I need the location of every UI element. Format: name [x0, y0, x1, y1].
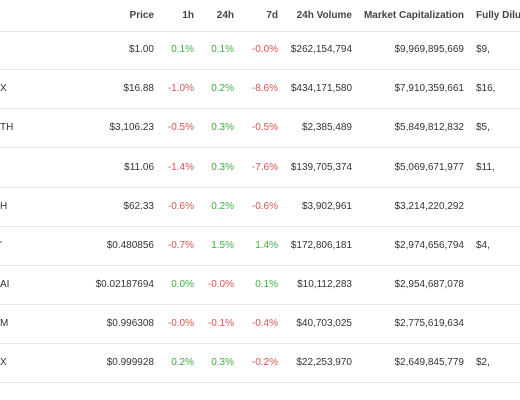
header-market-cap[interactable]: Market Capitalization: [363, 10, 464, 21]
change-7d-cell: -0.2%: [251, 357, 278, 368]
price-cell: $11.06: [124, 162, 154, 173]
coin-name[interactable]: X: [0, 357, 7, 368]
change-1h-cell: -0.5%: [167, 122, 194, 133]
change-7d-cell: -0.5%: [251, 122, 278, 133]
price-cell: $3,106.23: [109, 122, 155, 133]
change-24h-cell: 0.2%: [211, 83, 234, 94]
change-1h-cell: -1.4%: [167, 162, 194, 173]
market-cap-cell: $9,969,895,669: [394, 44, 464, 55]
volume-cell: $172,806,181: [290, 240, 352, 251]
coin-name[interactable]: ': [0, 240, 2, 251]
change-7d-cell: -0.6%: [251, 201, 278, 212]
price-cell: $1.00: [128, 44, 154, 55]
volume-cell: $2,385,489: [301, 122, 352, 133]
change-7d-cell: 0.1%: [255, 279, 278, 290]
change-7d-cell: -0.0%: [251, 44, 278, 55]
volume-cell: $139,705,374: [290, 162, 352, 173]
volume-cell: $434,171,580: [290, 83, 352, 94]
fully-diluted-cell: $4,: [476, 240, 490, 251]
market-cap-cell: $2,974,656,794: [394, 240, 464, 251]
change-7d-cell: -8.6%: [251, 83, 278, 94]
header-volume[interactable]: 24h Volume: [296, 10, 352, 21]
change-1h-cell: 0.1%: [171, 44, 194, 55]
header-fully-diluted[interactable]: Fully Dilute: [476, 10, 520, 21]
change-1h-cell: -0.0%: [167, 318, 194, 329]
change-7d-cell: -0.4%: [251, 318, 278, 329]
market-cap-cell: $7,910,359,661: [394, 83, 464, 94]
price-cell: $0.480856: [106, 240, 154, 251]
volume-cell: $262,154,794: [290, 44, 352, 55]
change-7d-cell: -7.6%: [251, 162, 278, 173]
market-cap-cell: $5,849,812,832: [394, 122, 464, 133]
fully-diluted-cell: $16,: [476, 83, 496, 94]
coin-name[interactable]: X: [0, 83, 7, 94]
volume-cell: $40,703,025: [296, 318, 352, 329]
change-24h-cell: 0.3%: [211, 357, 234, 368]
table-row[interactable]: $11.06 -1.4% 0.3% -7.6% $139,705,374 $5,069,6…: [0, 148, 520, 188]
market-cap-cell: $3,214,220,292: [394, 201, 464, 212]
change-24h-cell: 0.3%: [211, 122, 234, 133]
table-row[interactable]: H $62.33 -0.6% 0.2% -0.6% $3,902,961 $3,214,22…: [0, 187, 520, 227]
price-cell: $0.996308: [106, 318, 154, 329]
change-24h-cell: 0.3%: [211, 162, 234, 173]
table-row[interactable]: TH $3,106.23 -0.5% 0.3% -0.5% $2,385,489 $5,84…: [0, 108, 520, 148]
header-price[interactable]: Price: [129, 10, 154, 21]
change-24h-cell: -0.1%: [207, 318, 234, 329]
coin-name[interactable]: TH: [0, 122, 14, 133]
volume-cell: $3,902,961: [301, 201, 352, 212]
market-cap-cell: $2,649,845,779: [394, 357, 464, 368]
header-1h[interactable]: 1h: [182, 10, 194, 21]
fully-diluted-cell: $5,: [476, 122, 490, 133]
change-1h-cell: -0.6%: [167, 201, 194, 212]
volume-cell: $22,253,970: [296, 357, 352, 368]
price-cell: $0.999928: [106, 357, 154, 368]
market-cap-cell: $5,069,671,977: [394, 162, 464, 173]
price-cell: $0.02187694: [95, 279, 154, 290]
change-24h-cell: 0.2%: [211, 201, 234, 212]
table-row[interactable]: X $16.88 -1.0% 0.2% -8.6% $434,171,580 $7,910,…: [0, 69, 520, 109]
change-1h-cell: -0.7%: [167, 240, 194, 251]
market-cap-cell: $2,954,687,078: [394, 279, 464, 290]
change-7d-cell: 1.4%: [255, 240, 278, 251]
table-header: Price 1h 24h 7d 24h Volume Market Capita…: [0, 0, 520, 32]
table-row[interactable]: ' $0.480856 -0.7% 1.5% 1.4% $172,806,181 $2,97…: [0, 226, 520, 266]
table-row[interactable]: X $0.999928 0.2% 0.3% -0.2% $22,253,970 $2,649…: [0, 343, 520, 383]
coin-name[interactable]: M: [0, 318, 9, 329]
table-row[interactable]: $1.00 0.1% 0.1% -0.0% $262,154,794 $9,969,895…: [0, 30, 520, 70]
fully-diluted-cell: $2,: [476, 357, 490, 368]
change-24h-cell: 0.1%: [211, 44, 234, 55]
coin-name[interactable]: H: [0, 201, 8, 212]
price-cell: $62.33: [123, 201, 154, 212]
change-1h-cell: -1.0%: [167, 83, 194, 94]
header-7d[interactable]: 7d: [266, 10, 278, 21]
table-row[interactable]: AI $0.02187694 0.0% -0.0% 0.1% $10,112,283 $2,…: [0, 265, 520, 305]
volume-cell: $10,112,283: [297, 279, 352, 290]
fully-diluted-cell: $11,: [476, 162, 495, 173]
price-cell: $16.88: [123, 83, 154, 94]
market-cap-cell: $2,775,619,634: [394, 318, 464, 329]
table-row[interactable]: M $0.996308 -0.0% -0.1% -0.4% $40,703,025 $2,7…: [0, 304, 520, 344]
coin-name[interactable]: AI: [0, 279, 10, 290]
change-1h-cell: 0.2%: [171, 357, 194, 368]
change-24h-cell: 1.5%: [211, 240, 234, 251]
header-24h[interactable]: 24h: [216, 10, 234, 21]
fully-diluted-cell: $9,: [476, 44, 490, 55]
change-24h-cell: -0.0%: [207, 279, 234, 290]
change-1h-cell: 0.0%: [171, 279, 194, 290]
